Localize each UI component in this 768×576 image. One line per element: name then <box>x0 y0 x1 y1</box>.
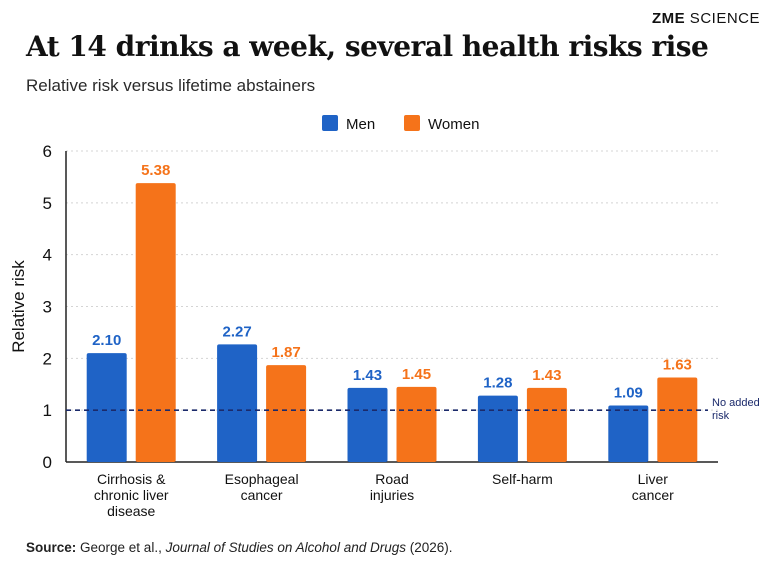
bar-women <box>657 377 698 462</box>
bar-men <box>477 395 518 462</box>
legend-swatch-men <box>322 115 338 131</box>
data-label-women: 1.87 <box>271 344 300 361</box>
legend-label-men: Men <box>346 116 375 133</box>
x-tick-label: cancer <box>632 487 674 503</box>
y-tick-label: 3 <box>43 298 52 317</box>
bar-women <box>266 365 307 462</box>
x-tick-label: Esophageal <box>225 471 299 487</box>
x-tick-label: disease <box>107 503 155 519</box>
data-label-men: 2.27 <box>222 323 251 340</box>
y-tick-label: 2 <box>43 349 52 368</box>
x-tick-label: Road <box>375 471 408 487</box>
data-label-women: 5.38 <box>141 162 170 179</box>
brand-logo: ZME SCIENCE <box>651 10 760 27</box>
reference-line-label: No added <box>712 397 760 409</box>
legend-swatch-women <box>404 115 420 131</box>
bar-men <box>217 344 258 462</box>
x-tick-label: injuries <box>370 487 414 503</box>
data-label-men: 1.43 <box>353 367 382 384</box>
x-tick-label: Liver <box>638 471 669 487</box>
bar-women <box>396 386 437 462</box>
y-tick-label: 6 <box>43 142 52 161</box>
bar-men <box>86 353 127 462</box>
journal-name: Journal of Studies on Alcohol and Drugs <box>165 540 406 555</box>
x-tick-label: Self-harm <box>492 471 553 487</box>
data-label-men: 1.28 <box>483 375 512 392</box>
data-label-men: 1.09 <box>614 385 643 402</box>
bar-women <box>135 183 176 463</box>
y-tick-label: 5 <box>43 194 52 213</box>
source-note: Source: George et al., Journal of Studie… <box>26 540 453 555</box>
data-label-women: 1.63 <box>663 357 692 374</box>
y-tick-label: 4 <box>43 246 52 265</box>
x-tick-label: Cirrhosis & <box>97 471 166 487</box>
data-label-women: 1.43 <box>532 367 561 384</box>
data-label-men: 2.10 <box>92 332 121 349</box>
source-label: Source: <box>26 540 77 555</box>
x-tick-label: cancer <box>241 487 283 503</box>
data-label-women: 1.45 <box>402 366 431 383</box>
bar-men <box>347 387 388 462</box>
reference-line-label: risk <box>712 410 730 422</box>
bar-men <box>608 405 649 462</box>
chart-title: At 14 drinks a week, several health risk… <box>26 30 709 63</box>
bar-women <box>526 387 567 462</box>
chart-subtitle: Relative risk versus lifetime abstainers <box>26 76 316 95</box>
legend-label-women: Women <box>428 116 479 133</box>
y-axis-label: Relative risk <box>9 260 28 353</box>
y-tick-label: 0 <box>43 453 52 472</box>
y-tick-label: 1 <box>43 401 52 420</box>
bar-chart: 0 1 2 3 4 5 6 Relative risk Men Women 2.10 5.38 Cirr… <box>9 115 760 519</box>
x-tick-label: chronic liver <box>94 487 169 503</box>
